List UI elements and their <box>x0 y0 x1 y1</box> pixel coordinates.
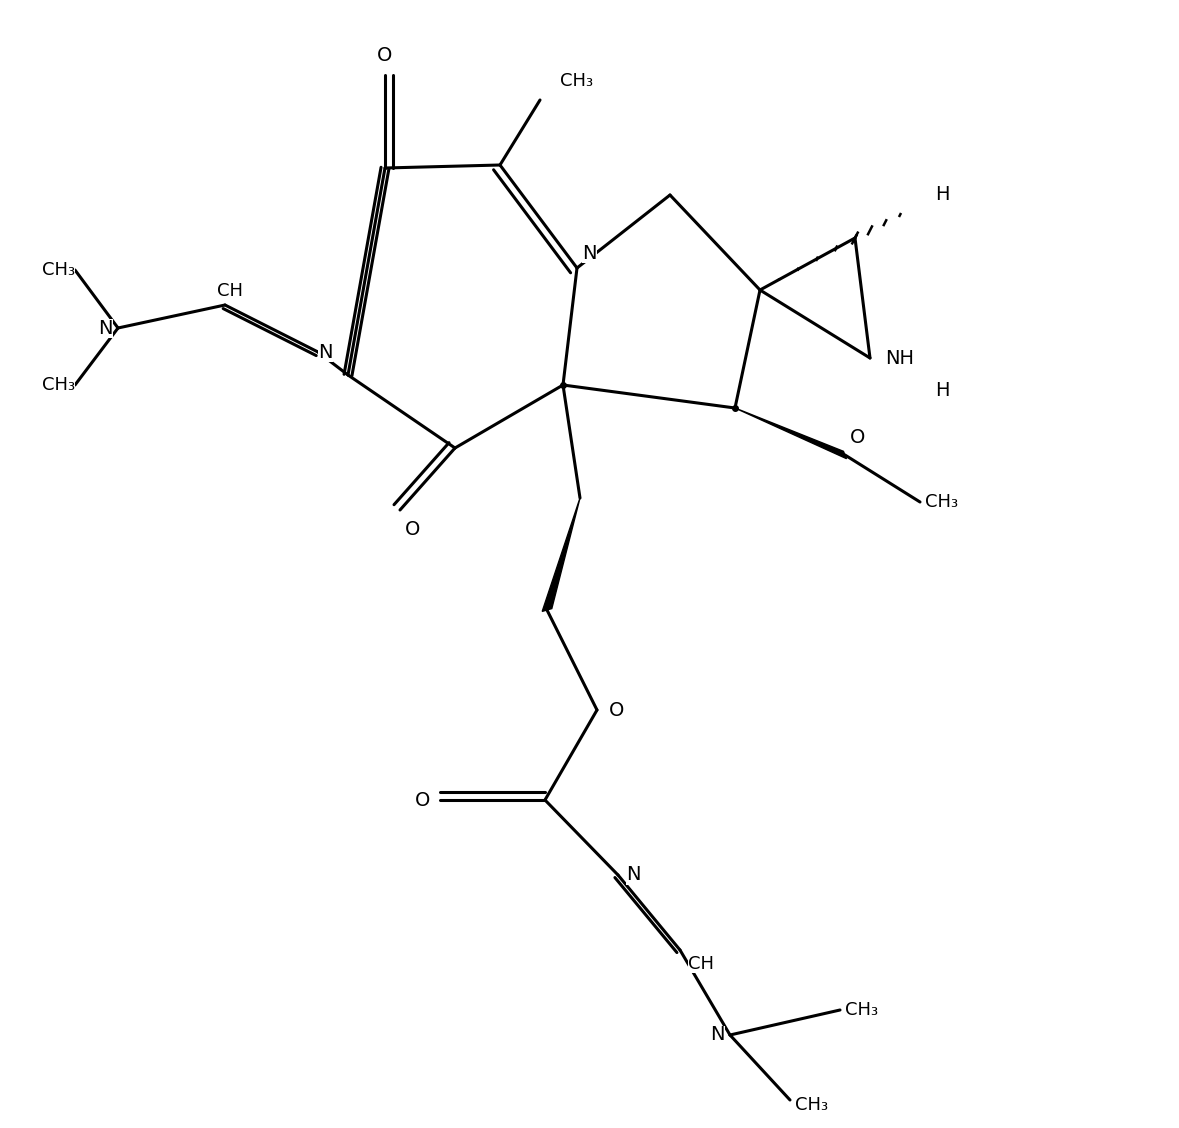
Text: O: O <box>850 428 865 447</box>
Text: H: H <box>935 185 949 204</box>
Text: O: O <box>415 791 430 810</box>
Text: CH₃: CH₃ <box>560 72 593 90</box>
Text: O: O <box>610 700 625 720</box>
Text: CH₃: CH₃ <box>926 493 959 511</box>
Text: CH₃: CH₃ <box>795 1096 828 1114</box>
Text: O: O <box>377 46 393 65</box>
Text: CH₃: CH₃ <box>42 376 75 394</box>
Text: N: N <box>318 343 332 361</box>
Text: H: H <box>935 380 949 399</box>
Text: N: N <box>99 318 113 337</box>
Text: CH: CH <box>689 955 714 973</box>
Polygon shape <box>542 497 580 611</box>
Text: N: N <box>582 244 597 263</box>
Text: NH: NH <box>885 349 914 368</box>
Text: N: N <box>626 865 640 884</box>
Polygon shape <box>735 408 847 459</box>
Text: CH₃: CH₃ <box>42 261 75 279</box>
Text: CH₃: CH₃ <box>845 1001 878 1019</box>
Text: CH: CH <box>217 282 243 300</box>
Text: O: O <box>406 520 421 539</box>
Text: N: N <box>711 1025 725 1045</box>
